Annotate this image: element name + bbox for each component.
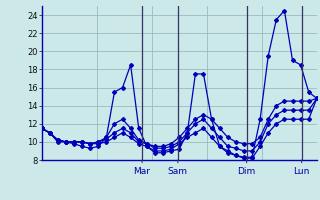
Text: Sam: Sam — [168, 167, 188, 176]
Text: Dim: Dim — [237, 167, 256, 176]
Text: Mar: Mar — [133, 167, 150, 176]
Text: Lun: Lun — [293, 167, 310, 176]
